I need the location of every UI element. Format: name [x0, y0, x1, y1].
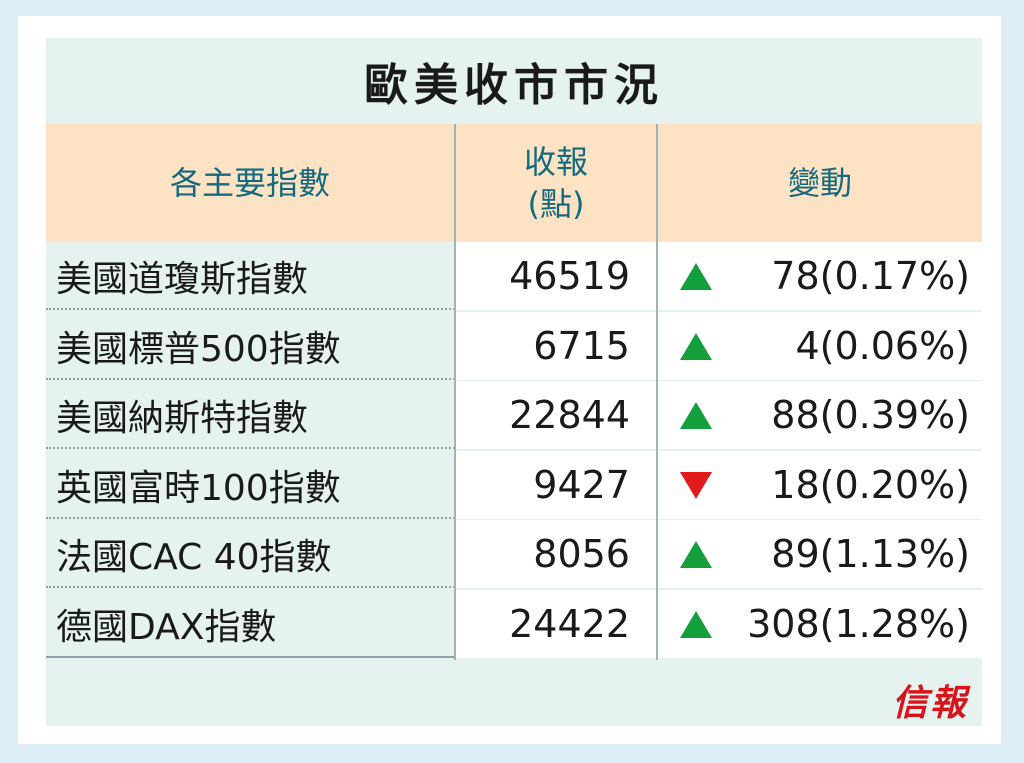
header-close-unit: (點) — [527, 185, 585, 223]
change-value: 89(1.13%) — [771, 532, 970, 576]
index-name: 德國DAX指數 — [56, 606, 277, 648]
table-title: 歐美收市市況 — [364, 60, 664, 111]
close-value: 22844 — [454, 381, 656, 449]
close-value: 46519 — [454, 242, 656, 310]
change-value: 4(0.06%) — [795, 323, 970, 368]
change-value: 18(0.20%) — [771, 462, 970, 507]
down-triangle-icon — [680, 471, 712, 499]
header-index: 各主要指數 — [169, 164, 330, 202]
change-cell: 308(1.28%) — [658, 589, 982, 658]
index-name: 美國道瓊斯指數 — [56, 259, 309, 300]
index-name: 法國CAC 40指數 — [56, 537, 332, 578]
up-triangle-icon — [680, 610, 712, 638]
close-value: 24422 — [454, 589, 656, 658]
table-header: 各主要指數 收報 (點) 變動 — [46, 124, 982, 242]
hkej-logo: 信報 — [891, 682, 968, 724]
change-cell: 18(0.20%) — [658, 450, 982, 519]
close-value: 6715 — [454, 311, 656, 380]
index-name: 美國標普500指數 — [56, 328, 341, 370]
up-triangle-icon — [680, 541, 712, 568]
table-row: 美國道瓊斯指數 46519 78(0.17%) — [46, 242, 982, 310]
table-row: 法國CAC 40指數 8056 89(1.13%) — [46, 520, 982, 588]
table-row: 美國納斯特指數 22844 88(0.39%) — [46, 381, 982, 449]
header-close-label: 收報 — [523, 143, 588, 181]
change-cell: 88(0.39%) — [658, 381, 982, 449]
change-cell: 89(1.13%) — [658, 520, 982, 588]
column-divider — [454, 124, 456, 660]
up-triangle-icon — [680, 263, 712, 290]
market-table-card: 歐美收市市況 各主要指數 收報 (點) 變動 美國道瓊斯指數 46519 78(0.… — [46, 38, 982, 726]
table-row: 美國標普500指數 6715 4(0.06%) — [46, 311, 982, 380]
header-change: 變動 — [787, 164, 852, 202]
change-value: 88(0.39%) — [771, 393, 970, 437]
header-close: 收報 (點) — [454, 124, 658, 242]
change-value: 78(0.17%) — [771, 254, 970, 298]
table-row: 英國富時100指數 9427 18(0.20%) — [46, 450, 982, 519]
table-row: 德國DAX指數 24422 308(1.28%) — [46, 589, 982, 658]
change-cell: 78(0.17%) — [658, 242, 982, 310]
up-triangle-icon — [680, 332, 712, 360]
table-footer: 信報 — [46, 660, 982, 726]
close-value: 8056 — [454, 520, 656, 588]
up-triangle-icon — [680, 402, 712, 429]
column-divider — [656, 124, 658, 660]
index-name: 英國富時100指數 — [56, 467, 341, 509]
index-name: 美國納斯特指數 — [56, 398, 309, 439]
change-cell: 4(0.06%) — [658, 311, 982, 380]
change-value: 308(1.28%) — [747, 601, 970, 646]
close-value: 9427 — [454, 450, 656, 519]
